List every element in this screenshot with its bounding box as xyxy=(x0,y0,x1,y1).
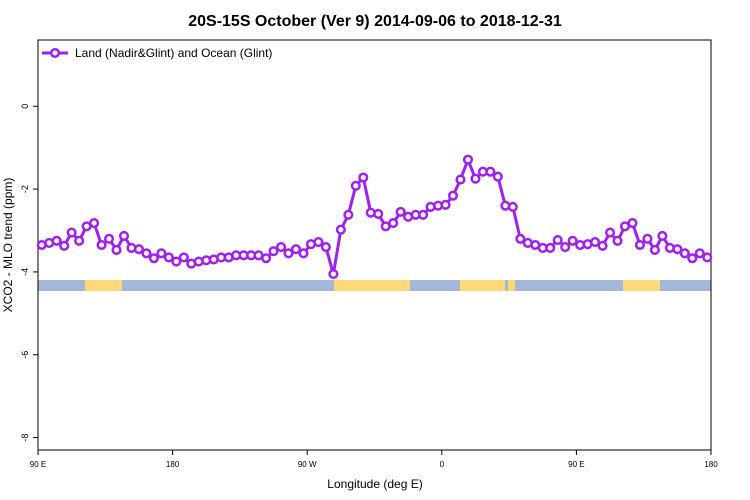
land-band xyxy=(460,280,505,291)
point xyxy=(507,201,518,212)
point xyxy=(485,166,496,177)
point xyxy=(275,242,287,253)
x-tick-label: 90 W xyxy=(298,460,317,469)
point xyxy=(59,240,70,251)
point xyxy=(545,242,556,253)
point xyxy=(313,237,324,248)
point xyxy=(74,235,85,246)
point xyxy=(89,218,100,229)
point xyxy=(141,248,152,259)
x-tick-label: 90 E xyxy=(568,460,584,469)
point xyxy=(388,218,399,229)
point xyxy=(642,233,653,244)
y-tick-label: -8 xyxy=(20,434,30,442)
point xyxy=(462,154,474,165)
point xyxy=(455,174,466,185)
point xyxy=(320,242,331,253)
point xyxy=(171,256,182,267)
point xyxy=(440,199,451,210)
x-axis-label: Longitude (deg E) xyxy=(327,477,422,491)
point xyxy=(395,206,406,217)
point xyxy=(111,244,122,256)
point xyxy=(178,252,189,263)
point xyxy=(343,209,354,220)
point xyxy=(492,171,503,182)
point xyxy=(268,246,279,257)
point xyxy=(358,172,369,183)
point xyxy=(373,208,384,219)
point xyxy=(118,230,130,241)
point xyxy=(672,244,683,255)
land-band xyxy=(334,280,410,291)
x-tick-label: 90 E xyxy=(30,460,46,469)
y-tick-label: -4 xyxy=(20,268,30,276)
legend-label: Land (Nadir&Glint) and Ocean (Glint) xyxy=(75,46,272,60)
x-tick-label: 0 xyxy=(440,460,445,469)
point xyxy=(290,244,302,255)
land-band xyxy=(508,280,515,291)
point xyxy=(605,227,616,238)
chart-title: 20S-15S October (Ver 9) 2014-09-06 to 20… xyxy=(188,13,562,30)
point xyxy=(567,235,578,246)
point xyxy=(649,244,660,256)
point xyxy=(687,253,698,264)
point xyxy=(103,233,115,244)
point xyxy=(657,230,668,241)
point xyxy=(552,234,563,246)
point xyxy=(679,248,690,259)
y-tick-label: -6 xyxy=(20,351,30,359)
point xyxy=(66,227,77,238)
land-mask-band xyxy=(38,280,711,291)
point xyxy=(163,252,174,263)
point xyxy=(335,224,346,235)
point xyxy=(597,240,608,251)
point xyxy=(350,180,361,191)
y-axis-label: XCO2 - MLO trend (ppm) xyxy=(1,178,15,313)
point xyxy=(328,268,339,280)
point xyxy=(133,244,144,255)
x-tick-label: 180 xyxy=(166,460,180,469)
point xyxy=(298,248,309,259)
point xyxy=(418,209,429,220)
land-band xyxy=(623,280,660,291)
land-band xyxy=(85,280,122,291)
point xyxy=(634,239,646,251)
point xyxy=(515,233,526,244)
y-tick-label: -2 xyxy=(20,185,30,193)
x-tick-label: 180 xyxy=(704,460,718,469)
point xyxy=(694,248,705,259)
point xyxy=(261,253,272,264)
point xyxy=(560,242,571,253)
point xyxy=(590,237,601,248)
y-tick-label: 0 xyxy=(20,104,30,109)
point xyxy=(627,218,638,229)
point xyxy=(447,190,459,201)
point xyxy=(148,253,159,264)
point xyxy=(612,235,623,246)
point xyxy=(470,173,481,184)
point xyxy=(702,252,713,263)
legend-marker xyxy=(49,47,61,59)
point xyxy=(156,248,167,259)
point xyxy=(51,235,62,246)
point xyxy=(96,239,107,251)
point xyxy=(283,248,294,259)
